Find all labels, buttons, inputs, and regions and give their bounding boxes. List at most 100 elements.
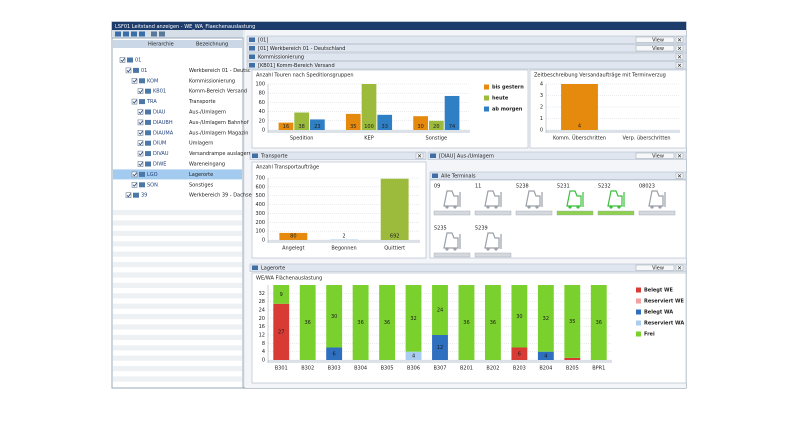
- panel-title: [DIAU] Aus-/Umlagern: [439, 154, 494, 160]
- data-label: 36: [305, 320, 311, 326]
- node-icon: [127, 57, 133, 63]
- node-icon: [145, 161, 151, 167]
- x-tick-label: B301: [275, 366, 288, 372]
- checkbox[interactable]: [137, 109, 144, 115]
- terminal-wheel: [486, 247, 490, 251]
- checkbox[interactable]: [137, 140, 144, 146]
- node-code: DIVAU: [153, 151, 169, 157]
- checkbox[interactable]: [119, 57, 126, 63]
- view-button[interactable]: [635, 36, 675, 43]
- bar: [345, 113, 361, 130]
- panel-icon: [249, 63, 255, 68]
- view-button-label: View: [652, 266, 664, 272]
- toolbar-icons[interactable]: [115, 31, 165, 37]
- node-icon: [133, 67, 139, 73]
- terminal-icon: [443, 232, 461, 249]
- checkbox[interactable]: [125, 67, 132, 74]
- panel-icon: [249, 37, 255, 42]
- bar: [294, 112, 310, 130]
- checkbox[interactable]: [137, 119, 144, 126]
- empty-row: [113, 324, 242, 330]
- checkbox[interactable]: [131, 182, 138, 188]
- node-icon: [145, 119, 151, 125]
- chart-title: Zeitbeschreibung Versandaufträge mit Ter…: [534, 73, 666, 79]
- node-icon: [145, 88, 151, 94]
- x-tick-label: B202: [486, 366, 499, 372]
- data-label: 2: [342, 234, 345, 240]
- terminal-label: 08023: [639, 184, 655, 190]
- y-tick-label: 600: [255, 184, 265, 190]
- checkbox[interactable]: [131, 171, 138, 178]
- node-icon: [145, 130, 151, 136]
- checkbox[interactable]: [131, 98, 138, 105]
- node-label: Wareneingang: [189, 162, 225, 168]
- panel-icon: [252, 265, 258, 270]
- node-code: LGO: [147, 172, 158, 178]
- panel-header: [246, 44, 687, 53]
- legend-label: Reserviert WE: [644, 299, 685, 305]
- terminal-label: 09: [434, 184, 440, 190]
- data-label: 80: [290, 234, 296, 240]
- panel-header: [429, 171, 687, 180]
- y-tick-label: 0: [262, 358, 265, 364]
- bar-segment: [511, 285, 528, 348]
- x-tick-label: Spedition: [290, 136, 314, 142]
- data-label: 30: [331, 314, 337, 320]
- legend-swatch: [636, 331, 641, 337]
- x-tick-label: Quittiert: [384, 246, 405, 252]
- panel-header: [427, 151, 687, 160]
- data-label: 6: [333, 351, 336, 357]
- x-tick-label: B305: [381, 366, 394, 372]
- toolbar: [112, 30, 243, 38]
- data-label: 9: [280, 292, 283, 298]
- x-tick-label: Komm. Überschritten: [553, 135, 606, 142]
- tree-header-label: Hierarchie: [148, 42, 174, 48]
- terminal-icon: [607, 190, 625, 207]
- y-tick-label: 200: [255, 220, 265, 226]
- legend-label: Belegt WE: [644, 288, 674, 294]
- terminal-icon: [525, 190, 543, 207]
- x-tick-label: KEP: [364, 136, 373, 142]
- node-code: SON: [147, 182, 158, 188]
- terminal-wheel: [576, 205, 580, 209]
- panel-title: [KB01] Komm-Bereich Versand: [258, 63, 335, 69]
- node-icon: [139, 171, 145, 177]
- checkbox[interactable]: [131, 78, 138, 84]
- view-button[interactable]: [635, 45, 675, 52]
- terminal-icon: [648, 190, 666, 207]
- node-code: TRA: [146, 99, 157, 105]
- terminal-wheel: [486, 205, 490, 209]
- data-label: 36: [463, 320, 469, 326]
- checkbox[interactable]: [125, 192, 132, 198]
- y-tick-label: 80: [259, 91, 265, 97]
- title-bar: [112, 22, 686, 30]
- terminal-label: 5231: [557, 184, 570, 190]
- legend-swatch: [636, 309, 641, 315]
- panel-icon: [430, 153, 436, 158]
- bar: [380, 178, 409, 240]
- view-button[interactable]: [635, 152, 675, 159]
- checkbox[interactable]: [137, 150, 144, 157]
- checkbox[interactable]: [137, 130, 144, 136]
- checkbox[interactable]: [137, 161, 144, 167]
- plot-floor: [546, 130, 680, 133]
- bar: [361, 84, 377, 130]
- legend-swatch: [484, 95, 489, 101]
- check: [138, 89, 144, 94]
- node-code: DIAUMA: [153, 130, 174, 136]
- bar-segment: [352, 285, 369, 360]
- terminal-icon: [484, 232, 502, 249]
- empty-row: [113, 334, 242, 340]
- view-button[interactable]: [635, 264, 675, 271]
- legend-label: ab morgen: [492, 107, 523, 113]
- empty-row: [113, 251, 242, 257]
- checkbox[interactable]: [137, 88, 144, 94]
- y-tick-label: 60: [259, 100, 265, 106]
- node-icon: [139, 182, 145, 188]
- terminal-status: [556, 210, 594, 216]
- empty-row: [113, 220, 242, 226]
- node-label: Aus-/Umlagern Bahnhof: [189, 120, 249, 126]
- data-label: 4: [578, 124, 581, 130]
- data-label: 16: [283, 124, 289, 130]
- bar: [444, 95, 460, 130]
